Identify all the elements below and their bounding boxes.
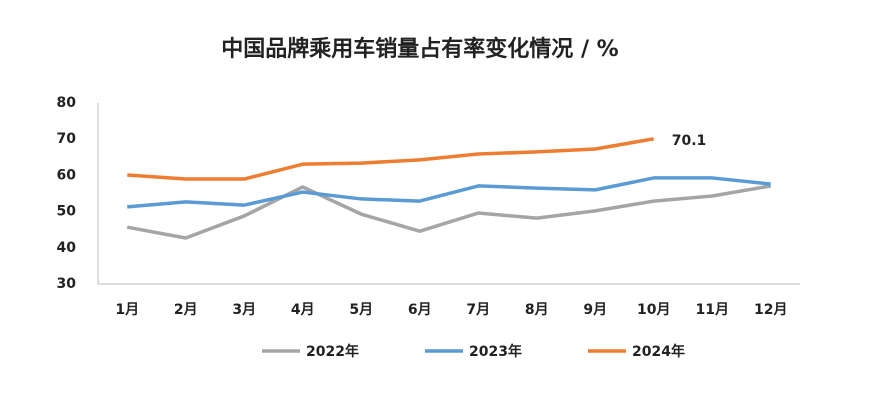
x-tick-label: 9月 [583,302,607,318]
chart-title: 中国品牌乘用车销量占有率变化情况 / % [221,36,618,62]
x-tick-label: 1月 [115,302,139,318]
y-tick-label: 70 [57,131,77,147]
legend-label: 2023年 [469,343,522,360]
x-tick-label: 6月 [408,302,432,318]
y-tick-label: 80 [57,95,77,111]
series-line [127,176,771,209]
x-tick-label: 3月 [232,302,256,318]
x-tick-label: 8月 [525,302,549,318]
y-tick-label: 40 [57,240,77,256]
y-tick-label: 50 [57,204,77,220]
series-line [126,184,772,240]
series-line [127,137,655,181]
legend-label: 2024年 [632,343,685,360]
x-tick-label: 4月 [291,302,315,318]
x-tick-label: 5月 [349,302,373,318]
x-tick-label: 2月 [174,302,198,318]
x-tick-label: 7月 [466,302,490,318]
y-tick-label: 30 [57,276,77,292]
x-tick-label: 10月 [637,302,670,318]
y-tick-label: 60 [57,167,77,183]
data-label: 70.1 [672,133,707,149]
legend-label: 2022年 [306,343,359,360]
x-tick-label: 12月 [754,302,787,318]
x-tick-label: 11月 [696,302,729,318]
